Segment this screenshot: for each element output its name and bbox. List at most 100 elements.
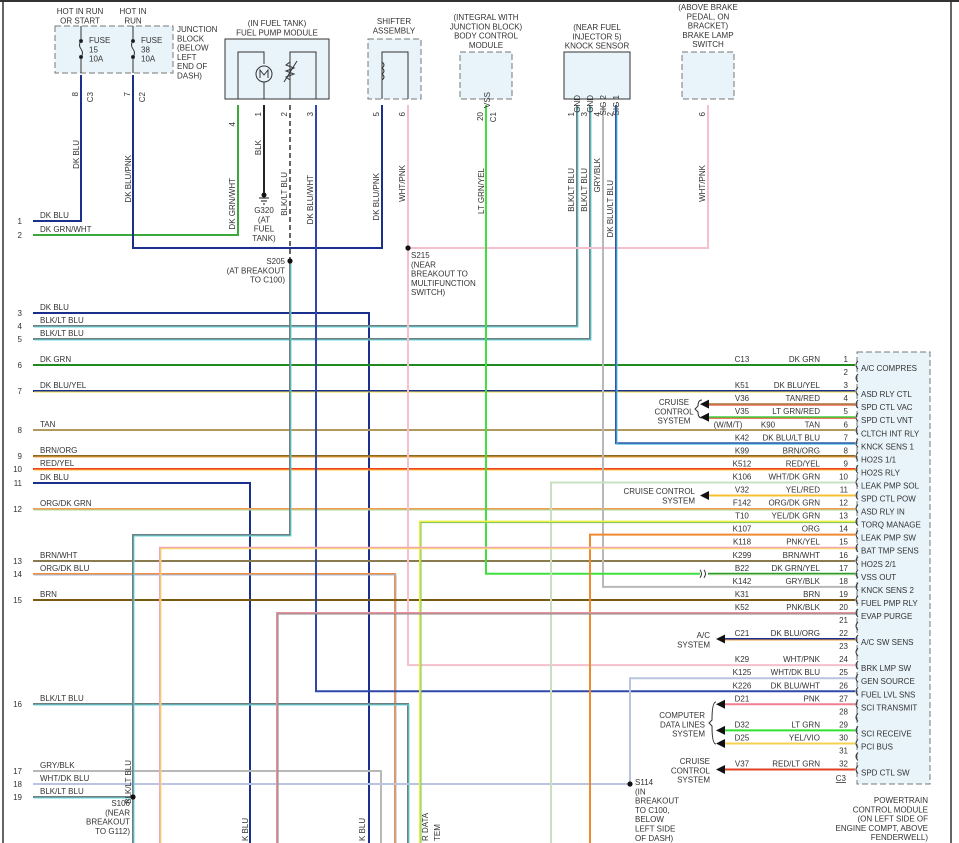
pcm-pin-number: 12 <box>839 499 848 508</box>
pcm-pin-number: 21 <box>839 616 848 625</box>
vertical-label: GND <box>573 95 582 113</box>
junction-label: (BELOW <box>177 44 209 53</box>
pin-terminal-icon <box>855 478 859 487</box>
wire-17 <box>33 770 382 843</box>
g320-label: TANK) <box>252 234 276 243</box>
pin-terminal-icon <box>855 543 859 553</box>
vertical-label: SIG 1 <box>612 94 621 115</box>
g320-label: G320 <box>254 206 274 215</box>
arrow-icon <box>716 634 725 644</box>
pcm-pin-circuit: K118 <box>733 538 752 547</box>
brake-label: BRAKE LAMP <box>682 31 733 40</box>
fuelpump-label: FUEL PUMP MODULE <box>236 28 318 37</box>
vertical-label: 8 <box>71 91 80 96</box>
pcm-pin-circuit: D25 <box>735 733 750 742</box>
s205-label: TO C100) <box>250 276 285 285</box>
vertical-label: 20 <box>476 111 485 120</box>
pcm-pin-wire-color: LT GRN/RED <box>772 407 820 416</box>
wire-number: 4 <box>18 322 23 331</box>
pcm-pin-circuit: K299 <box>733 551 752 560</box>
wire-label: BRN <box>40 590 57 599</box>
brake-label: (ABOVE BRAKE <box>678 3 738 12</box>
pin-terminal-icon <box>855 556 859 566</box>
hot2-label: HOT IN <box>120 7 147 16</box>
vertical-label: VSS <box>483 92 492 108</box>
pcm-pin-number: 28 <box>839 707 848 716</box>
s114-label: TO C100, <box>635 806 670 815</box>
knock-sensor <box>563 51 631 100</box>
pin-terminal-icon <box>855 621 859 631</box>
wire-pin-13-stripe <box>420 522 856 843</box>
wire-pin-20 <box>276 611 855 843</box>
wire-number: 13 <box>13 557 22 566</box>
vertical-label: 4 <box>593 111 602 116</box>
pcm-pin-number: 1 <box>844 355 849 364</box>
knock-label: KNOCK SENSOR <box>565 42 630 51</box>
pcm-title: POWERTRAIN <box>874 796 928 805</box>
inline-connector-icon <box>699 569 706 579</box>
wire-14 <box>33 573 396 843</box>
pcm-pin-wire-color: GRY/BLK <box>785 577 820 586</box>
wire-number: 7 <box>18 387 23 396</box>
wire-wht-pnk <box>407 105 709 249</box>
pcm-pin-circuit: K31 <box>735 590 750 599</box>
pcm-pin-wire-color: PNK <box>804 694 821 703</box>
s106-label: BREAKOUT <box>86 818 130 827</box>
wire-blk-lt-blu-s205-stripe <box>133 262 292 843</box>
pcm-pin-wire-color: YEL/VIO <box>789 733 820 742</box>
wire-number: 19 <box>13 793 22 802</box>
wire-label: ORG/DK GRN <box>40 499 92 508</box>
wire-number: 2 <box>18 231 23 240</box>
fuse-15-icon <box>79 26 83 73</box>
pcm-pin-circuit: K106 <box>733 472 752 481</box>
pin-terminal-icon <box>855 438 859 448</box>
markers <box>130 245 859 800</box>
wire-label: GRY/BLK <box>40 761 75 770</box>
pcm-pin-circuit: K29 <box>735 655 750 664</box>
shifter-label: ASSEMBLY <box>373 26 416 35</box>
wire-pin-7-stripe <box>616 106 856 445</box>
pcm-pin-circuit: C13 <box>735 355 750 364</box>
pcm-pin-number: 23 <box>839 642 848 651</box>
pcm-pin-function: GEN SOURCE <box>861 677 915 686</box>
pcm-pin-wire-color: WHT/DK GRN <box>768 472 820 481</box>
vertical-label: 1 <box>254 111 263 116</box>
pin-terminal-icon <box>855 465 859 474</box>
pcm-pin-circuit: V35 <box>735 407 750 416</box>
wire-number: 17 <box>13 767 22 776</box>
pcm-pin-function: TORQ MANAGE <box>861 521 921 530</box>
junction-label: JUNCTION <box>177 25 218 34</box>
pcm-pin-number: 18 <box>839 577 848 586</box>
wire-label: RED/YEL <box>40 459 75 468</box>
wire-pin-10 <box>550 481 855 843</box>
wire-pin-18 <box>602 105 855 588</box>
body-control-module <box>459 51 513 100</box>
pin-terminal-icon <box>855 386 859 396</box>
vertical-label: LT GRN/YEL <box>477 167 486 213</box>
pcm-pin-function: LEAK PMP SW <box>861 534 916 543</box>
pin-terminal-icon <box>855 399 859 409</box>
pin-terminal-icon <box>855 360 859 370</box>
pcm-pin-function: A/C COMPRES <box>861 364 917 373</box>
pcm-pin-note: (W/M/T) <box>714 420 743 429</box>
vertical-label: 6 <box>698 111 707 116</box>
vertical-label: 3 <box>580 111 589 116</box>
wire-pin-24 <box>407 248 855 667</box>
vertical-label: BLK <box>254 139 263 155</box>
vertical-label: R DATA <box>421 812 430 841</box>
wire-dk-blu-pnk <box>132 75 383 249</box>
wire-pin-7 <box>615 105 855 445</box>
pcm-title: ENGINE COMPT, ABOVE <box>836 824 928 833</box>
vertical-label: GND <box>586 95 595 113</box>
vertical-label: DK BLU/WHT <box>306 175 315 224</box>
pcm-pin-wire-color: WHT/DK BLU <box>771 668 821 677</box>
pcm-title: CONTROL MODULE <box>853 805 928 814</box>
pcm-pin-circuit: V36 <box>735 394 750 403</box>
pcm-pin-number: 2 <box>844 368 849 377</box>
brace-icon <box>694 399 703 419</box>
pcm-pin-circuit: D21 <box>735 694 750 703</box>
pcm-pin-function: BAT TMP SENS <box>861 547 919 556</box>
s215-label: MULTIFUNCTION <box>411 279 476 288</box>
